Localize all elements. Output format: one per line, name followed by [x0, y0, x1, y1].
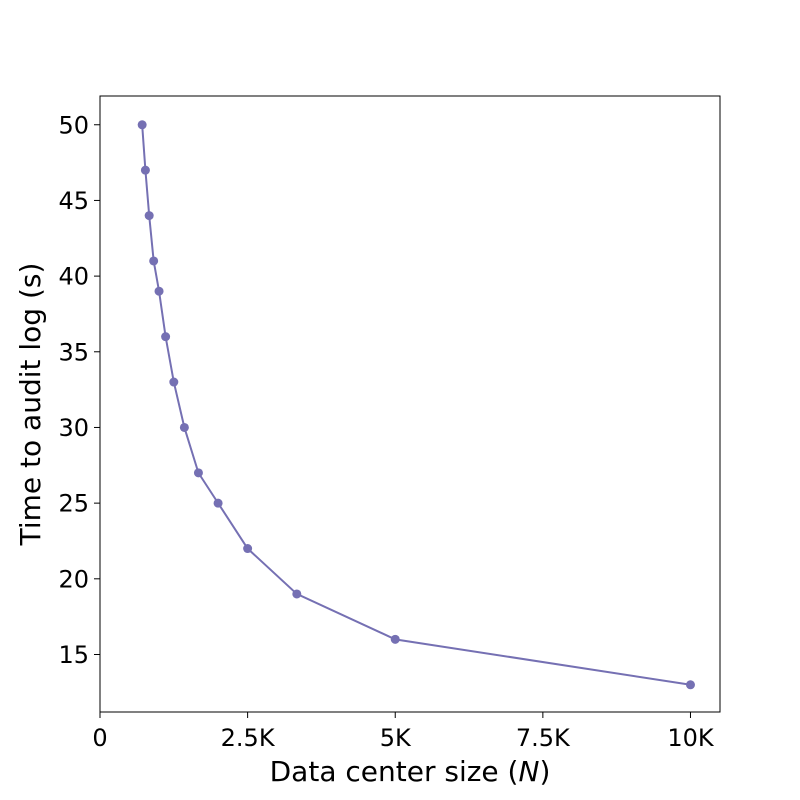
data-point [213, 498, 223, 508]
x-tick-label: 0 [92, 724, 107, 752]
data-point [144, 211, 154, 221]
series-layer [137, 120, 695, 690]
data-point [179, 422, 189, 432]
data-point [137, 120, 147, 130]
x-tick-label: 2.5K [221, 724, 276, 752]
y-tick-label: 35 [58, 338, 89, 366]
y-axis-label: Time to audit log (s) [14, 263, 47, 547]
data-point [161, 332, 171, 342]
data-point [292, 589, 302, 599]
x-tick-label: 7.5K [516, 724, 571, 752]
y-tick-label: 45 [58, 187, 89, 215]
data-point [243, 544, 253, 554]
data-point [685, 680, 695, 690]
y-tick-label: 30 [58, 414, 89, 442]
y-tick-label: 25 [58, 490, 89, 518]
data-point [154, 286, 164, 296]
plot-frame [99, 95, 721, 713]
y-tick-label: 15 [58, 641, 89, 669]
series-line [141, 124, 691, 686]
data-point [390, 634, 400, 644]
x-axis-ticks: 0 2.5K 5K 7.5K 10K [92, 712, 715, 752]
data-point [140, 165, 150, 175]
y-tick-label: 20 [58, 565, 89, 593]
x-tick-label: 5K [380, 724, 412, 752]
y-axis-ticks: 15 20 25 30 35 40 45 50 [58, 111, 100, 669]
data-point [149, 256, 159, 266]
y-tick-label: 50 [58, 111, 89, 139]
x-axis-label: Data center size (N) [270, 755, 551, 788]
data-point [193, 468, 203, 478]
data-point [169, 377, 179, 387]
x-tick-label: 10K [667, 724, 715, 752]
y-tick-label: 40 [58, 263, 89, 291]
